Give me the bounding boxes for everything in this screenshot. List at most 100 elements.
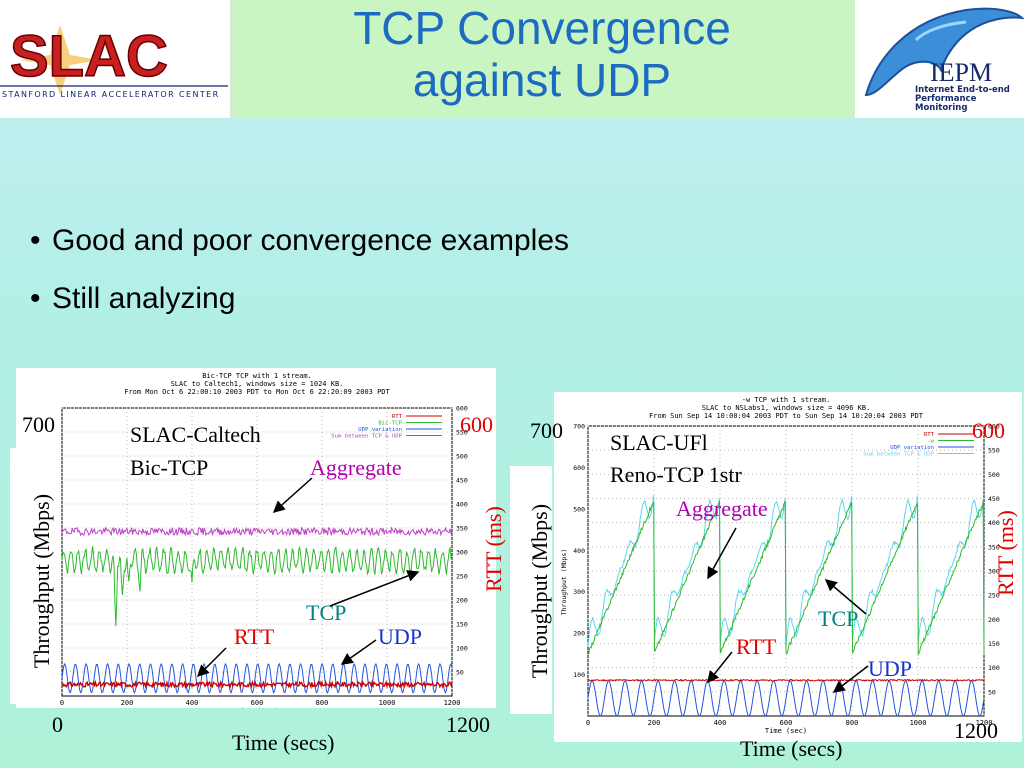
y-tick-label: 200 — [573, 630, 585, 638]
left-aggregate-arrow — [272, 477, 313, 514]
rtt-series-line — [61, 679, 453, 690]
x-tick-label: 600 — [251, 699, 264, 707]
legend-entry: RTT — [392, 414, 403, 420]
y2-tick-label: 400 — [988, 519, 1000, 527]
y2-tick-label: 250 — [456, 573, 468, 581]
y2-tick-label: 550 — [456, 429, 468, 437]
y2-tick-label: 400 — [456, 501, 468, 509]
plot-title-line: Bic-TCP TCP with 1 stream. — [202, 372, 312, 380]
y2-tick-label: 350 — [456, 525, 468, 533]
left-rtt-label: RTT — [234, 624, 275, 649]
x-tick-label: 200 — [121, 699, 134, 707]
aggregate-series-line — [61, 526, 453, 537]
right-rtt-label: RTT — [736, 634, 777, 659]
right-y2max-label: 600 — [972, 418, 1005, 443]
left-udp-arrow — [340, 639, 377, 665]
slac-logo: SLAC — [0, 0, 230, 118]
y-tick-label: 600 — [573, 464, 585, 472]
y2-tick-label: 100 — [988, 664, 1000, 672]
y2-tick-label: 200 — [456, 597, 468, 605]
right-tcp-label: TCP — [818, 606, 859, 631]
left-xlabel: Time (secs) — [232, 730, 335, 755]
x-tick-label: 400 — [186, 699, 199, 707]
x-tick-label: 1200 — [976, 719, 993, 727]
slide-title: TCP Convergence against UDP — [230, 2, 854, 106]
y2-tick-label: 350 — [988, 543, 1000, 551]
plot-title-line: -w TCP with 1 stream. — [742, 396, 831, 404]
y-tick-label: 500 — [573, 505, 585, 513]
y-tick-label: 700 — [573, 423, 585, 431]
right-xlabel: Time (secs) — [740, 736, 843, 761]
left-algorithm-label: Bic-TCP — [130, 455, 209, 480]
y2-tick-label: 450 — [456, 477, 468, 485]
legend-entry: Bic-TCP — [378, 421, 402, 427]
y2-tick-label: 450 — [988, 495, 1000, 503]
y2-tick-label: 600 — [456, 405, 468, 413]
left-chart-panel: Bic-TCP TCP with 1 stream. SLAC to Caltec… — [16, 368, 496, 715]
left-ymax-label: 700 — [22, 412, 55, 437]
x-tick-label: 400 — [714, 719, 727, 727]
left-aggregate-label: Aggregate — [310, 455, 402, 480]
y2-tick-label: 300 — [988, 568, 1000, 576]
y2-tick-label: 500 — [988, 471, 1000, 479]
right-tcp-arrow — [824, 579, 867, 615]
y-tick-label: 400 — [573, 547, 585, 555]
y2-tick-label: 150 — [456, 621, 468, 629]
left-xmin-label: 0 — [52, 712, 63, 737]
y2-tick-label: 50 — [988, 688, 996, 696]
left-udp-label: UDP — [378, 624, 423, 649]
bullet-dot: • — [30, 282, 41, 315]
iepm-logo-text: IEPM — [930, 58, 993, 87]
x-tick-label: 800 — [846, 719, 859, 727]
legend-entry: RTT — [924, 432, 935, 438]
slac-subtitle: STANFORD LINEAR ACCELERATOR CENTER — [2, 90, 220, 99]
y2-tick-label: 100 — [456, 645, 468, 653]
dolphin-icon — [864, 7, 1024, 97]
slide-title-line1: TCP Convergence — [353, 2, 731, 54]
bullet-text: Still analyzing — [52, 282, 236, 315]
udp-series-line — [61, 662, 453, 694]
x-tick-label: 1000 — [379, 699, 396, 707]
y-axis-small-label: Throughput (Mbps) — [560, 549, 568, 616]
bullet-dot: • — [30, 224, 41, 257]
right-site-label: SLAC-UFl — [610, 430, 708, 455]
left-tcp-arrow — [329, 570, 420, 607]
udp-series-line — [587, 680, 985, 717]
right-udp-arrow — [832, 665, 869, 693]
plot-title-line: SLAC to NSLabs1, windows size = 4096 KB. — [702, 404, 871, 412]
right-aggregate-label: Aggregate — [676, 496, 768, 521]
y2-tick-label: 150 — [988, 640, 1000, 648]
y2-tick-label: 500 — [456, 453, 468, 461]
y2-tick-label: 250 — [988, 592, 1000, 600]
bullet-item-1: • Good and poor convergence examples — [30, 224, 569, 258]
left-y2max-label: 600 — [460, 412, 493, 437]
y-tick-label: 100 — [573, 671, 585, 679]
iepm-subtitle-line2: Performance Monitoring — [915, 94, 977, 113]
iepm-logo — [856, 0, 1024, 118]
rtt-series-line — [587, 678, 985, 682]
right-xmax-label: 1200 — [954, 718, 998, 743]
y2-tick-label: 600 — [988, 423, 1000, 431]
tcp-series-line — [587, 500, 985, 657]
slac-logo-text: SLAC — [10, 24, 168, 89]
plot-title-line: From Mon Oct 6 22:00:10 2003 PDT to Mon … — [124, 388, 390, 396]
right-chart-panel: -w TCP with 1 stream. SLAC to NSLabs1, wi… — [554, 392, 1022, 742]
plot-title-line: From Sun Sep 14 10:00:04 2003 PDT to Sun… — [649, 412, 924, 420]
right-udp-label: UDP — [868, 656, 913, 681]
x-tick-label: 800 — [316, 699, 329, 707]
right-ymax-label: 700 — [530, 418, 563, 443]
left-chart-svg: Bic-TCP TCP with 1 stream.SLAC to Caltec… — [60, 372, 468, 715]
legend-entry: UDP variation — [890, 445, 934, 451]
y2-tick-label: 200 — [988, 616, 1000, 624]
right-aggregate-arrow — [707, 527, 737, 580]
legend-entry: Sum between TCP & UDP — [863, 452, 934, 458]
x-tick-label: 0 — [586, 719, 590, 727]
iepm-subtitle: Internet End-to-end Performance Monitori… — [915, 86, 1024, 113]
iepm-subtitle-line1: Internet End-to-end — [915, 85, 1010, 95]
slide-title-line2: against UDP — [412, 54, 672, 106]
legend-entry: -w — [927, 439, 934, 445]
x-axis-small-label: Time (sec) — [765, 727, 807, 735]
tcp-series-line — [61, 545, 453, 627]
y2-tick-label: 50 — [456, 669, 464, 677]
x-tick-label: 600 — [780, 719, 793, 727]
